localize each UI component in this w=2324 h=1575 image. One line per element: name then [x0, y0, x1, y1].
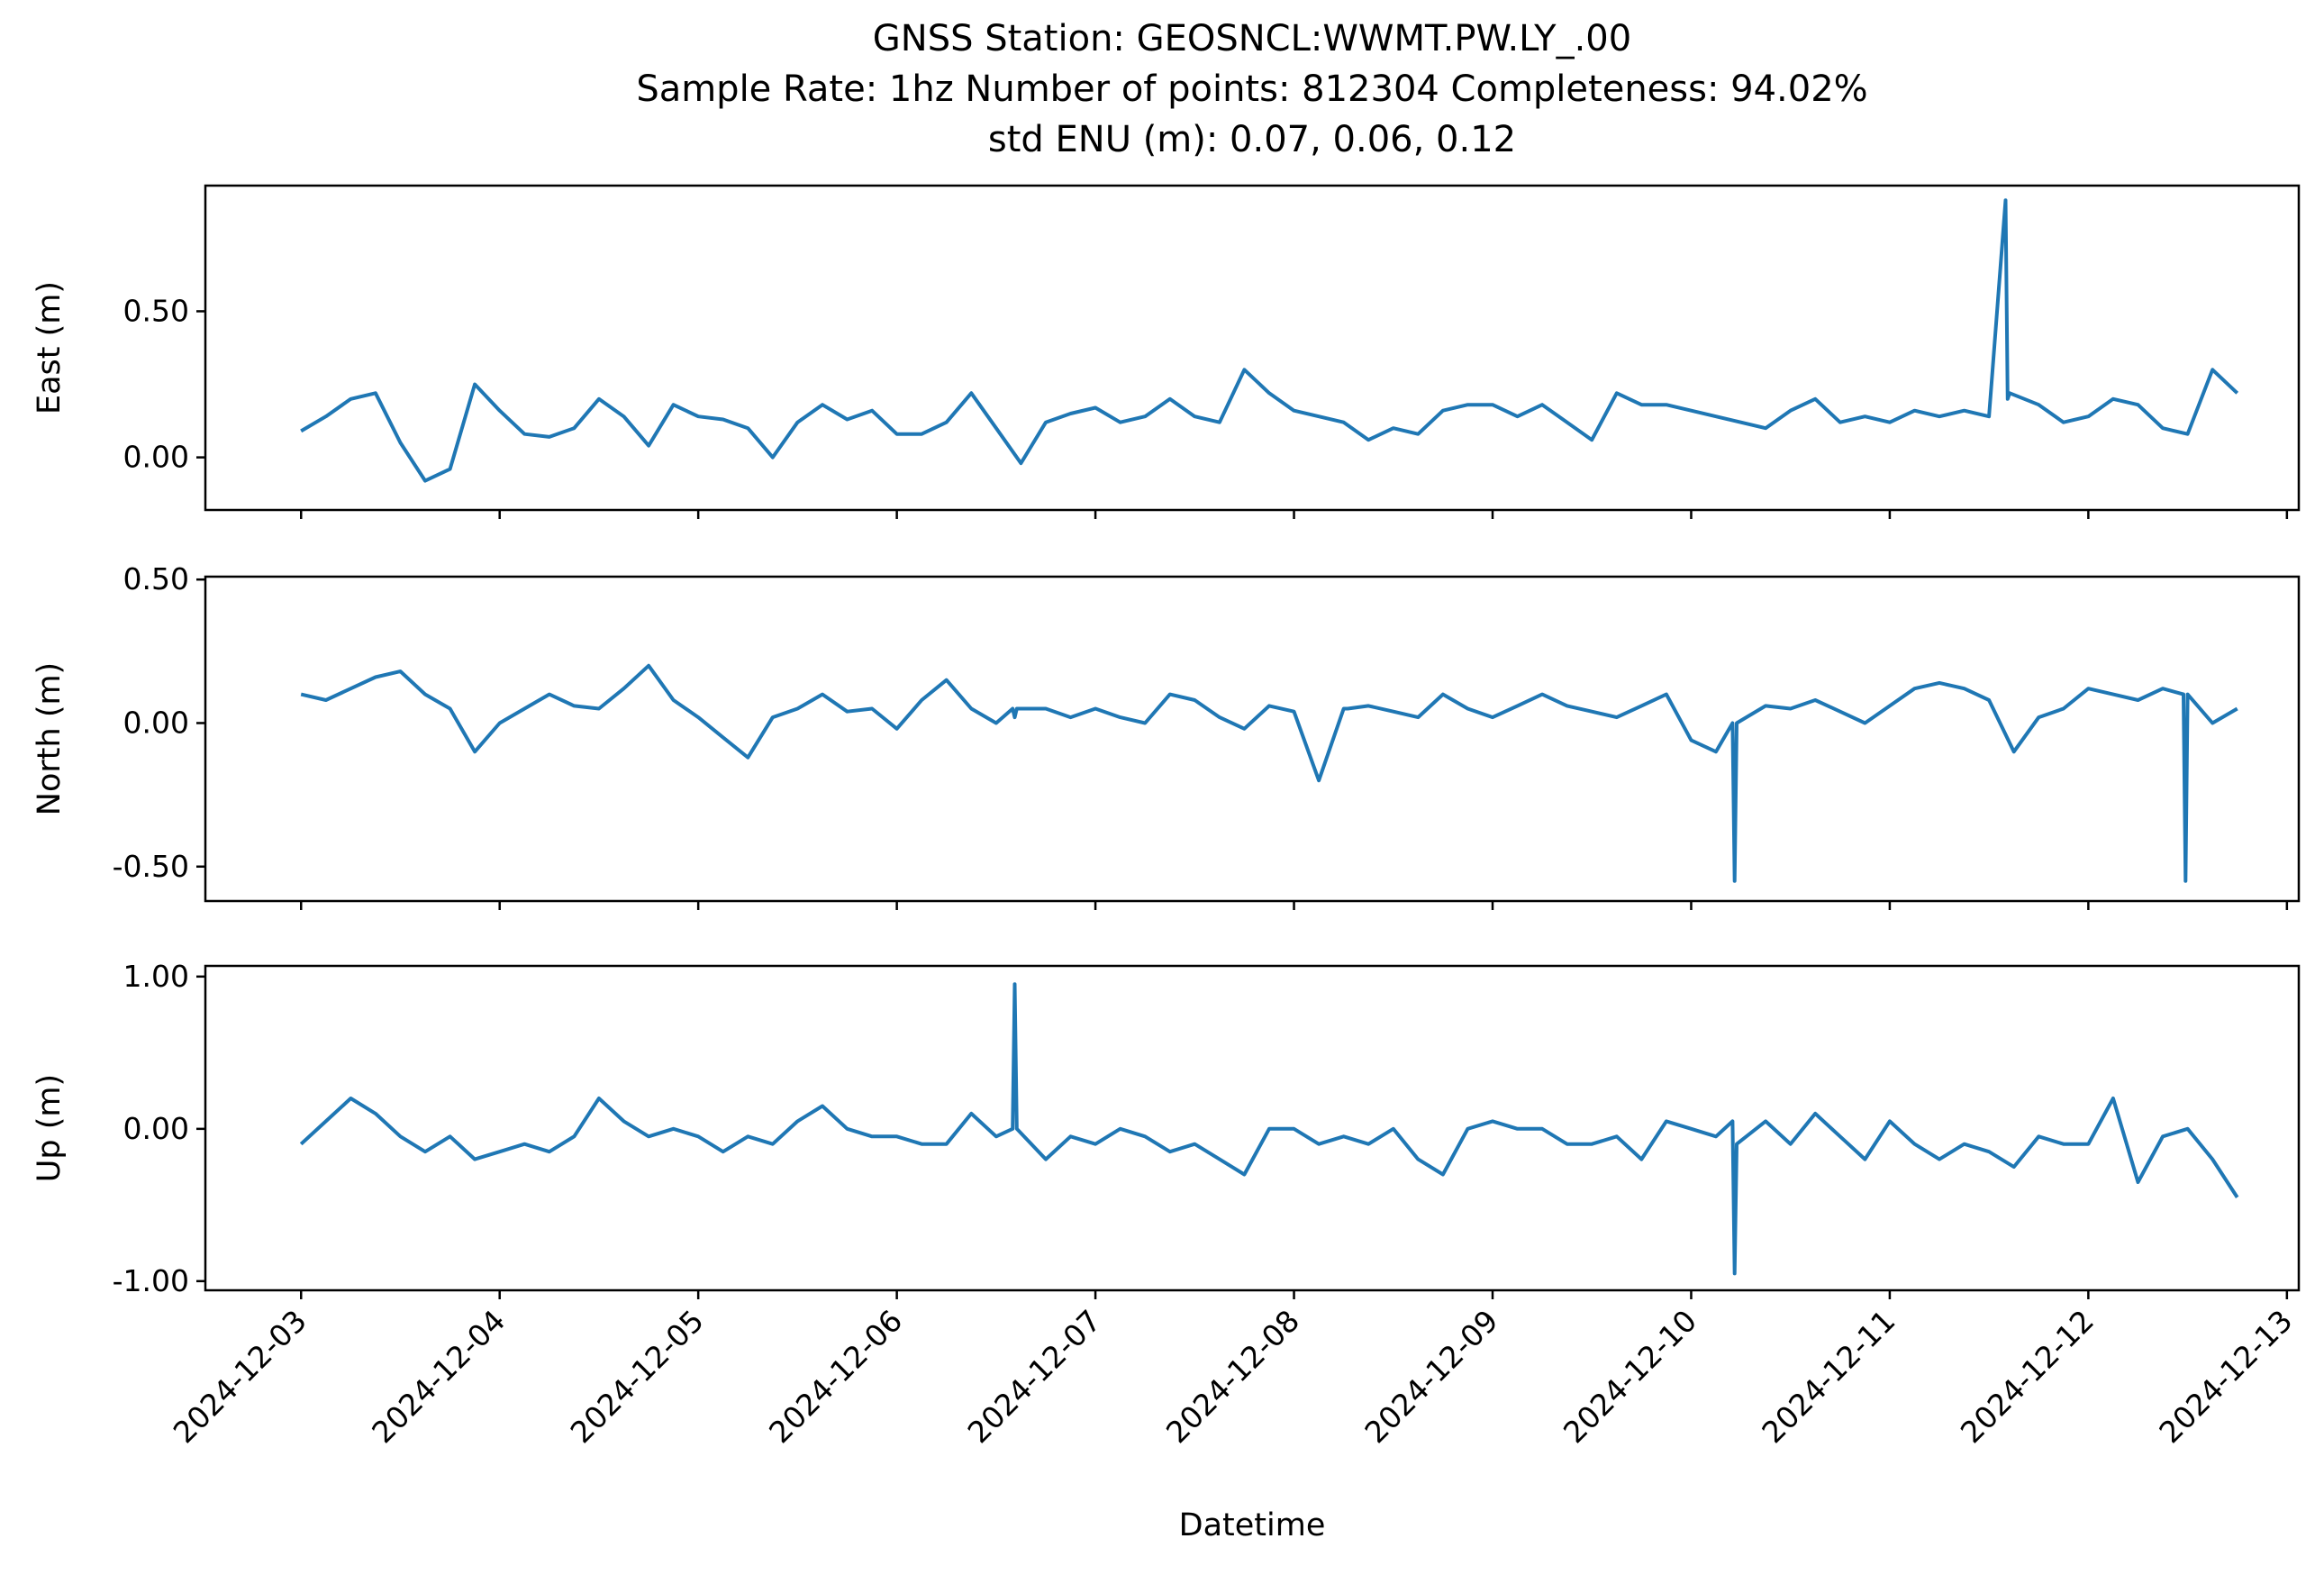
up-panel: 1.00 0.00 -1.00 Up (m) [32, 959, 2301, 1299]
y-tick-label-2-0: 1.00 [123, 959, 189, 994]
title-line-1: GNSS Station: GEOSNCL:WWMT.PW.LY_.00 [873, 18, 1631, 59]
y-tick-label-1-1: 0.00 [123, 705, 189, 740]
series-line-2 [299, 982, 2239, 1276]
y-axis-label-1: North (m) [32, 662, 68, 815]
y-tick-label-1-2: -0.50 [113, 849, 189, 884]
y-tick-label-2-1: 0.00 [123, 1111, 189, 1146]
y-tick-label-0-1: 0.50 [123, 293, 189, 328]
axes-frame-0 [204, 184, 2301, 512]
north-panel: 0.50 0.00 -0.50 North (m) [32, 561, 2301, 910]
x-axis-label: Datetime [1179, 1507, 1326, 1543]
east-panel: 0.00 0.50 East (m) [32, 184, 2301, 519]
series-line-1 [300, 663, 2238, 883]
y-tick-label-0-0: 0.00 [123, 440, 189, 475]
title-line-3: std ENU (m): 0.07, 0.06, 0.12 [988, 119, 1516, 160]
y-tick-label-1-0: 0.50 [123, 561, 189, 596]
y-tick-label-2-2: -1.00 [113, 1263, 189, 1298]
y-axis-label-2: Up (m) [32, 1074, 68, 1182]
chart-title: GNSS Station: GEOSNCL:WWMT.PW.LY_.00 Sam… [636, 18, 1867, 160]
y-axis-label-0: East (m) [32, 281, 68, 414]
title-line-2: Sample Rate: 1hz Number of points: 81230… [636, 68, 1867, 110]
axes-frame-1 [204, 575, 2301, 903]
series-line-0 [300, 198, 2239, 483]
